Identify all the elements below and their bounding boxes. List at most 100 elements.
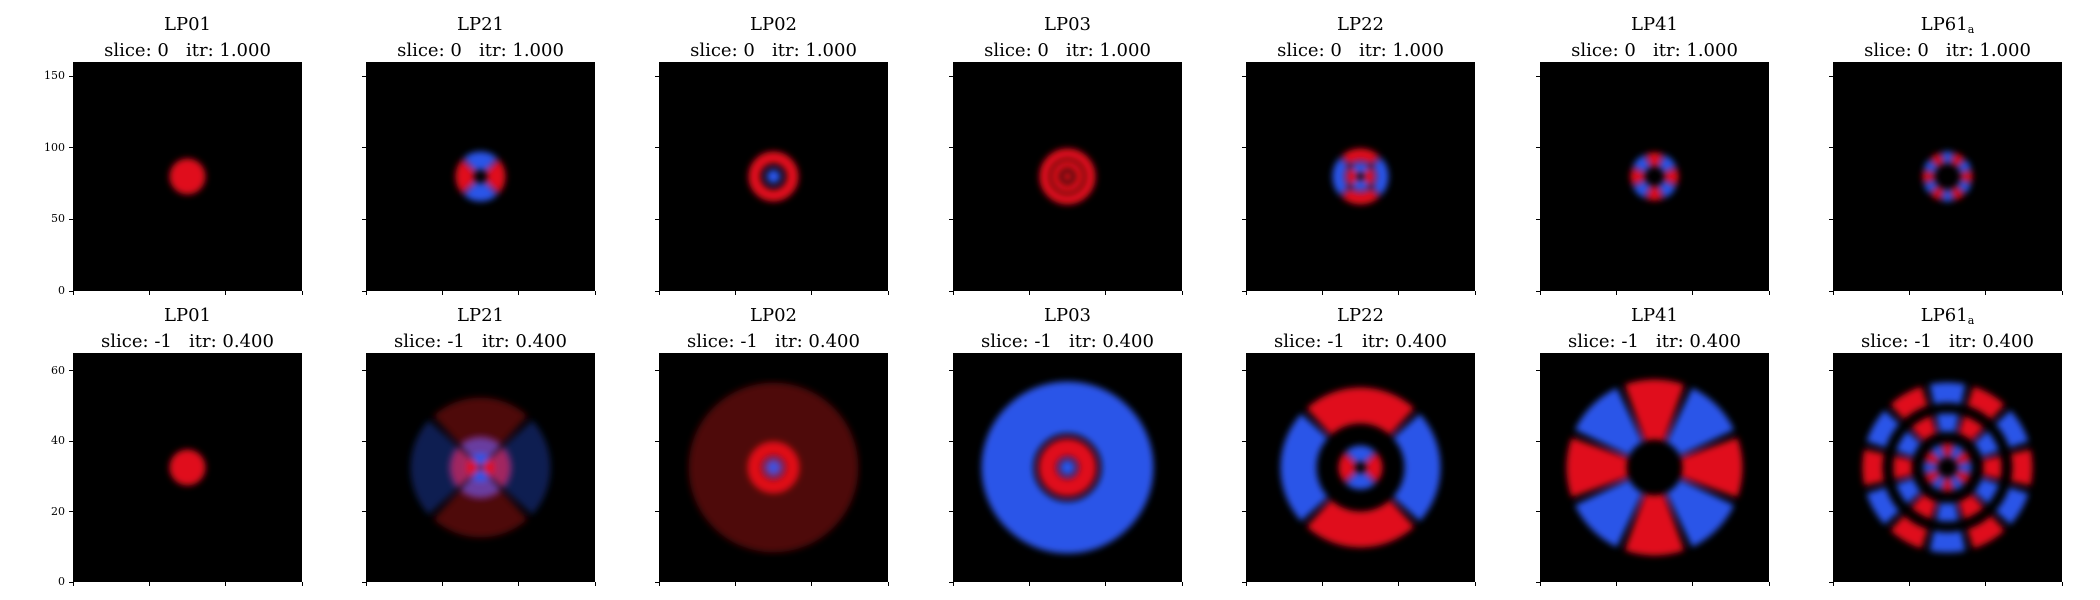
panel-title: LP02 slice: -1 itr: 0.400 <box>624 305 924 352</box>
field-lobe <box>1393 413 1441 522</box>
y-tick-mark <box>1242 370 1246 372</box>
x-tick-mark <box>887 582 889 586</box>
panel-title-mode: LP21 <box>457 14 504 35</box>
x-tick-mark <box>365 291 367 295</box>
x-tick-mark <box>518 582 520 586</box>
field-lobe <box>433 397 528 458</box>
field-lobe <box>1942 443 1953 458</box>
panel-title-mode: LP41 <box>1631 14 1678 35</box>
y-tick-mark <box>655 290 659 292</box>
field-lobe <box>1364 452 1383 483</box>
y-tick-mark <box>1536 75 1540 77</box>
field-lobe <box>410 420 471 515</box>
field-lobe <box>1866 487 1900 525</box>
field-ring <box>1051 160 1084 193</box>
x-tick-mark <box>2061 291 2063 295</box>
x-tick-mark <box>301 582 303 586</box>
x-tick-mark <box>1985 291 1987 295</box>
y-tick-mark <box>1536 511 1540 513</box>
field-lobe <box>1566 437 1629 498</box>
x-tick-mark <box>811 291 813 295</box>
field-lobe <box>1363 167 1375 186</box>
field-ring <box>1039 148 1096 205</box>
y-tick-mark <box>1242 581 1246 583</box>
field-lobe <box>1338 452 1357 483</box>
mode-field-heatmap <box>659 62 888 291</box>
y-tick-mark <box>362 75 366 77</box>
panel-title-mode: LP61 <box>1920 305 1968 326</box>
x-tick-mark <box>518 291 520 295</box>
panel-title: LP02 slice: 0 itr: 1.000 <box>624 14 924 61</box>
y-tick-mark <box>655 581 659 583</box>
field-lobe <box>1341 148 1380 165</box>
y-tick-mark <box>362 218 366 220</box>
field-lobe <box>1351 179 1370 191</box>
x-tick-mark <box>1105 582 1107 586</box>
y-tick-mark <box>362 511 366 513</box>
mode-field-heatmap <box>73 62 302 291</box>
y-tick-mark <box>655 147 659 149</box>
y-tick-mark <box>1536 290 1540 292</box>
y-tick-mark <box>655 218 659 220</box>
x-tick-mark <box>148 291 150 295</box>
field-lobe <box>463 181 498 202</box>
field-lobe <box>1666 479 1735 548</box>
panel-subtitle: slice: -1 itr: 0.400 <box>687 331 860 352</box>
panel-title: LP22 slice: 0 itr: 1.000 <box>1211 14 1511 61</box>
x-tick-mark <box>1692 582 1694 586</box>
mode-field-panel <box>1540 353 1769 582</box>
field-lobe <box>1624 493 1685 556</box>
y-tick-mark <box>1829 440 1833 442</box>
panel-title-mode: LP03 <box>1044 305 1091 326</box>
field-lobe <box>1862 449 1884 486</box>
x-tick-mark <box>734 582 736 586</box>
panel-subtitle: slice: 0 itr: 1.000 <box>1864 40 2031 61</box>
panel-title-mode-subscript: a <box>1967 314 1975 327</box>
field-lobe <box>1890 515 1928 549</box>
field-lobe <box>1306 387 1415 435</box>
field-lobe <box>1957 159 1972 173</box>
field-lobe <box>1924 470 1941 484</box>
field-lobe <box>433 477 528 538</box>
y-tick-mark <box>1829 218 1833 220</box>
y-tick-mark <box>655 440 659 442</box>
field-lobe <box>1930 186 1944 201</box>
y-tick-mark <box>1242 440 1246 442</box>
x-tick-mark <box>1832 291 1834 295</box>
x-tick-mark <box>1474 582 1476 586</box>
x-tick-mark <box>1028 291 1030 295</box>
panel-title: LP61a slice: 0 itr: 1.000 <box>1798 14 2098 61</box>
y-tick-mark <box>1829 581 1833 583</box>
x-tick-mark <box>1321 291 1323 295</box>
x-tick-mark <box>365 582 367 586</box>
field-lobe <box>1924 451 1941 465</box>
y-tick-mark <box>69 581 73 583</box>
mode-field-panel <box>73 62 302 291</box>
field-lobe <box>1930 152 1944 167</box>
panel-subtitle: slice: -1 itr: 0.400 <box>981 331 1154 352</box>
x-tick-mark <box>887 291 889 295</box>
y-tick-mark <box>1242 75 1246 77</box>
field-lobe <box>1896 478 1921 504</box>
x-tick-mark <box>1832 582 1834 586</box>
field-lobe <box>1632 154 1651 173</box>
mode-field-heatmap <box>953 62 1182 291</box>
y-tick-mark <box>1829 147 1833 149</box>
field-lobe <box>1351 162 1370 174</box>
field-lobe <box>1630 168 1646 185</box>
mode-field-heatmap <box>1540 62 1769 291</box>
y-tick-mark <box>1829 370 1833 372</box>
mode-field-heatmap <box>1540 353 1769 582</box>
y-tick-mark <box>655 75 659 77</box>
mode-field-panel <box>1246 353 1475 582</box>
field-lobe <box>1341 188 1380 205</box>
panel-subtitle: slice: 0 itr: 1.000 <box>690 40 857 61</box>
field-lobe <box>1666 387 1735 456</box>
y-tick-mark <box>1829 290 1833 292</box>
y-tick-mark <box>1536 440 1540 442</box>
field-lobe <box>1658 180 1677 199</box>
field-lobe <box>1931 474 1945 491</box>
x-tick-mark <box>1908 291 1910 295</box>
x-tick-mark <box>441 582 443 586</box>
x-tick-mark <box>1245 291 1247 295</box>
